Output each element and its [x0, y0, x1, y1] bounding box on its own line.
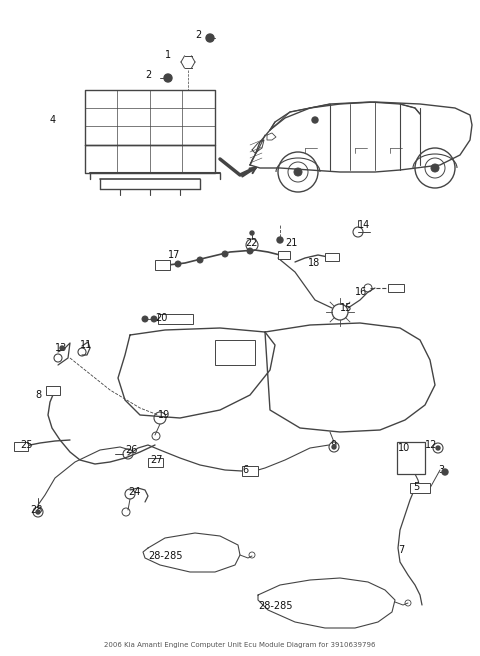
Circle shape — [294, 168, 302, 176]
Text: 10: 10 — [398, 443, 410, 453]
Text: 18: 18 — [308, 258, 320, 268]
Text: 12: 12 — [425, 440, 437, 450]
Bar — [388, 284, 404, 292]
Bar — [242, 466, 258, 476]
Text: 4: 4 — [50, 115, 56, 125]
Circle shape — [36, 510, 40, 514]
Text: 2006 Kia Amanti Engine Computer Unit Ecu Module Diagram for 3910639796: 2006 Kia Amanti Engine Computer Unit Ecu… — [104, 642, 376, 648]
Text: 28: 28 — [30, 505, 42, 515]
Text: 5: 5 — [413, 482, 419, 492]
Circle shape — [175, 261, 181, 267]
Text: 13: 13 — [55, 343, 67, 353]
Text: 20: 20 — [155, 313, 168, 323]
Text: 19: 19 — [158, 410, 170, 420]
Text: 15: 15 — [340, 303, 352, 313]
Circle shape — [60, 346, 64, 350]
Text: 17: 17 — [168, 250, 180, 260]
Text: 2: 2 — [145, 70, 151, 80]
Bar — [397, 442, 425, 474]
Circle shape — [312, 117, 318, 123]
Text: 21: 21 — [285, 238, 298, 248]
Circle shape — [332, 445, 336, 449]
Circle shape — [164, 74, 172, 82]
Bar — [148, 458, 163, 467]
Circle shape — [197, 257, 203, 263]
Text: 16: 16 — [355, 287, 367, 297]
Text: 24: 24 — [128, 487, 140, 497]
Circle shape — [247, 248, 253, 254]
Text: 1: 1 — [165, 50, 171, 60]
Bar — [155, 260, 170, 270]
Text: 9: 9 — [330, 440, 336, 450]
Text: 14: 14 — [358, 220, 370, 230]
Bar — [14, 442, 28, 451]
Text: 6: 6 — [242, 465, 248, 475]
Text: 7: 7 — [398, 545, 404, 555]
Circle shape — [431, 164, 439, 172]
Text: 27: 27 — [150, 455, 163, 465]
Circle shape — [442, 469, 448, 475]
Text: 22: 22 — [245, 238, 257, 248]
Text: 28-285: 28-285 — [148, 551, 182, 561]
Text: 3: 3 — [438, 465, 444, 475]
Bar — [278, 251, 290, 259]
Circle shape — [151, 316, 157, 322]
Bar — [410, 483, 430, 493]
Text: 25: 25 — [20, 440, 33, 450]
Text: 8: 8 — [35, 390, 41, 400]
Bar — [215, 340, 255, 365]
Text: 2: 2 — [195, 30, 201, 40]
Bar — [158, 314, 193, 324]
Circle shape — [142, 316, 148, 322]
Text: 26: 26 — [125, 445, 137, 455]
Text: 28-285: 28-285 — [258, 601, 292, 611]
Text: 11: 11 — [80, 340, 92, 350]
Circle shape — [250, 231, 254, 235]
Circle shape — [436, 446, 440, 450]
Circle shape — [277, 237, 283, 243]
Bar — [325, 253, 339, 261]
Bar — [46, 386, 60, 395]
Circle shape — [206, 34, 214, 42]
Circle shape — [222, 251, 228, 257]
